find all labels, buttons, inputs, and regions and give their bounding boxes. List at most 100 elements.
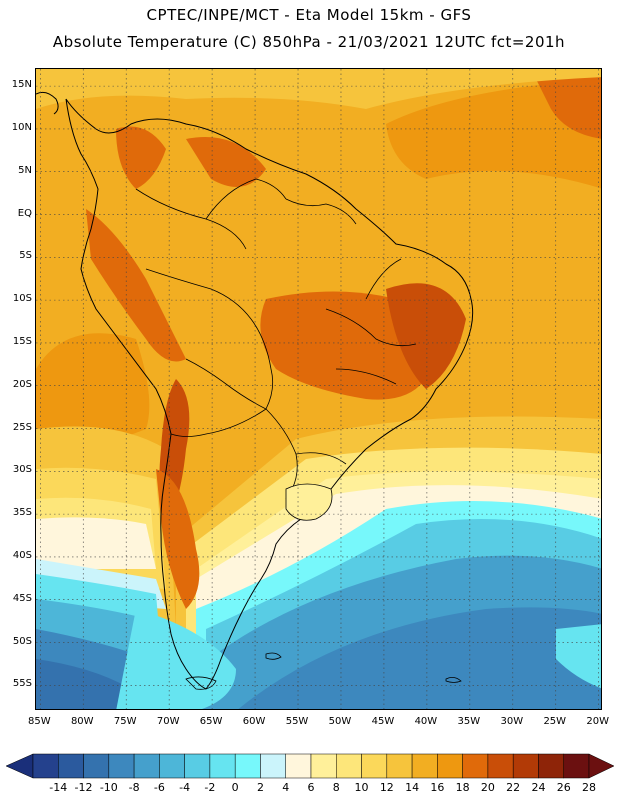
- colorbar-label: 24: [531, 781, 546, 794]
- colorbar-swatch: [260, 753, 286, 779]
- cold-band: [36, 659, 146, 709]
- lon-label: 60W: [242, 716, 266, 727]
- lon-label: 35W: [457, 716, 481, 727]
- lon-label: 20W: [586, 716, 610, 727]
- colorbar-label: 10: [354, 781, 369, 794]
- hot-region: [116, 126, 166, 189]
- border: [250, 318, 274, 410]
- lon-label: 80W: [70, 716, 94, 727]
- central-america-coast: [36, 91, 59, 115]
- lat-label: 25S: [12, 421, 32, 433]
- colorbar-label: -14: [49, 781, 68, 794]
- warm-patch: [386, 79, 601, 189]
- colorbar-label: 22: [506, 781, 521, 794]
- falkland-islands: [265, 652, 282, 660]
- lon-label: 55W: [285, 716, 309, 727]
- lon-label: 50W: [328, 716, 352, 727]
- lat-label: 55S: [12, 678, 32, 690]
- border: [335, 368, 397, 385]
- border: [135, 188, 247, 250]
- hot-region: [386, 283, 466, 389]
- colorbar-swatch: [411, 753, 438, 779]
- colorbar-label: 16: [430, 781, 445, 794]
- colorbar-swatch: [159, 753, 185, 779]
- tierra-del-fuego: [185, 676, 217, 690]
- colorbar-swatch: [310, 753, 337, 779]
- colorbar-high-arrow: [588, 753, 615, 779]
- colorbar-label: 18: [455, 781, 470, 794]
- colorbar-swatch: [285, 753, 312, 779]
- lon-label: 85W: [27, 716, 51, 727]
- colorbar-label: 26: [556, 781, 571, 794]
- colorbar-label: 14: [405, 781, 420, 794]
- colorbar-label: -2: [204, 781, 216, 794]
- colorbar-swatch: [184, 753, 211, 779]
- colorbar-swatch: [83, 753, 110, 779]
- colorbar-label: -10: [99, 781, 118, 794]
- temperature-map: [35, 68, 602, 710]
- colorbar-label: 2: [256, 781, 264, 794]
- colorbar-swatch: [133, 753, 160, 779]
- lat-label: 10N: [11, 121, 32, 133]
- colorbar-swatch: [538, 753, 564, 779]
- lon-label: 45W: [371, 716, 395, 727]
- border: [285, 198, 357, 225]
- chart-title-line2: Absolute Temperature (C) 850hPa - 21/03/…: [52, 33, 566, 51]
- chart-title-line1: CPTEC/INPE/MCT - Eta Model 15km - GFS: [146, 6, 472, 24]
- colorbar-low-arrow: [5, 753, 34, 779]
- mild-patch: [36, 69, 601, 109]
- colorbar-swatch: [437, 753, 463, 779]
- lon-label: 25W: [543, 716, 567, 727]
- temperature-field: [36, 69, 601, 709]
- colorbar-swatch: [209, 753, 236, 779]
- lat-label: 40S: [12, 549, 32, 561]
- hot-patch: [536, 74, 601, 139]
- lat-label: 5S: [19, 250, 32, 262]
- lat-label: 5N: [18, 164, 32, 176]
- lon-label: 75W: [113, 716, 137, 727]
- lat-label: 10S: [12, 293, 32, 305]
- lat-label: 20S: [12, 378, 32, 390]
- colorbar-label: 20: [480, 781, 495, 794]
- lat-label: 50S: [12, 635, 32, 647]
- colorbar-swatch: [58, 753, 84, 779]
- lat-label: EQ: [17, 207, 32, 219]
- colorbar: [5, 753, 615, 779]
- south-georgia: [445, 677, 462, 683]
- colorbar-label: 8: [332, 781, 340, 794]
- border: [145, 268, 252, 320]
- coastline: [36, 91, 474, 690]
- colorbar-label: 0: [231, 781, 239, 794]
- colorbar-swatch: [386, 753, 413, 779]
- colorbar-label: 12: [379, 781, 394, 794]
- colorbar-label: -6: [153, 781, 165, 794]
- lon-label: 30W: [500, 716, 524, 727]
- colorbar-swatch: [32, 753, 59, 779]
- border: [205, 178, 287, 220]
- lon-label: 70W: [156, 716, 180, 727]
- lon-label: 40W: [414, 716, 438, 727]
- colorbar-swatch: [512, 753, 539, 779]
- hot-region: [156, 469, 200, 609]
- cold-patch: [556, 624, 601, 689]
- colorbar-swatch: [462, 753, 489, 779]
- border: [325, 308, 417, 347]
- border: [170, 408, 267, 437]
- border: [185, 358, 267, 410]
- lon-label: 65W: [199, 716, 223, 727]
- colorbar-swatch: [108, 753, 135, 779]
- lat-label: 15N: [11, 79, 32, 91]
- colorbar-swatch: [487, 753, 514, 779]
- cool-band: [36, 517, 156, 569]
- colorbar-swatch: [361, 753, 388, 779]
- colorbar-label: 4: [282, 781, 290, 794]
- uruguay: [285, 483, 333, 521]
- hot-region: [86, 209, 186, 362]
- colorbar-label: 28: [582, 781, 596, 794]
- colorbar-label: 6: [307, 781, 315, 794]
- hot-region: [260, 291, 432, 400]
- lat-label: 30S: [12, 464, 32, 476]
- border: [365, 258, 402, 300]
- lat-label: 15S: [12, 335, 32, 347]
- colorbar-swatch: [234, 753, 261, 779]
